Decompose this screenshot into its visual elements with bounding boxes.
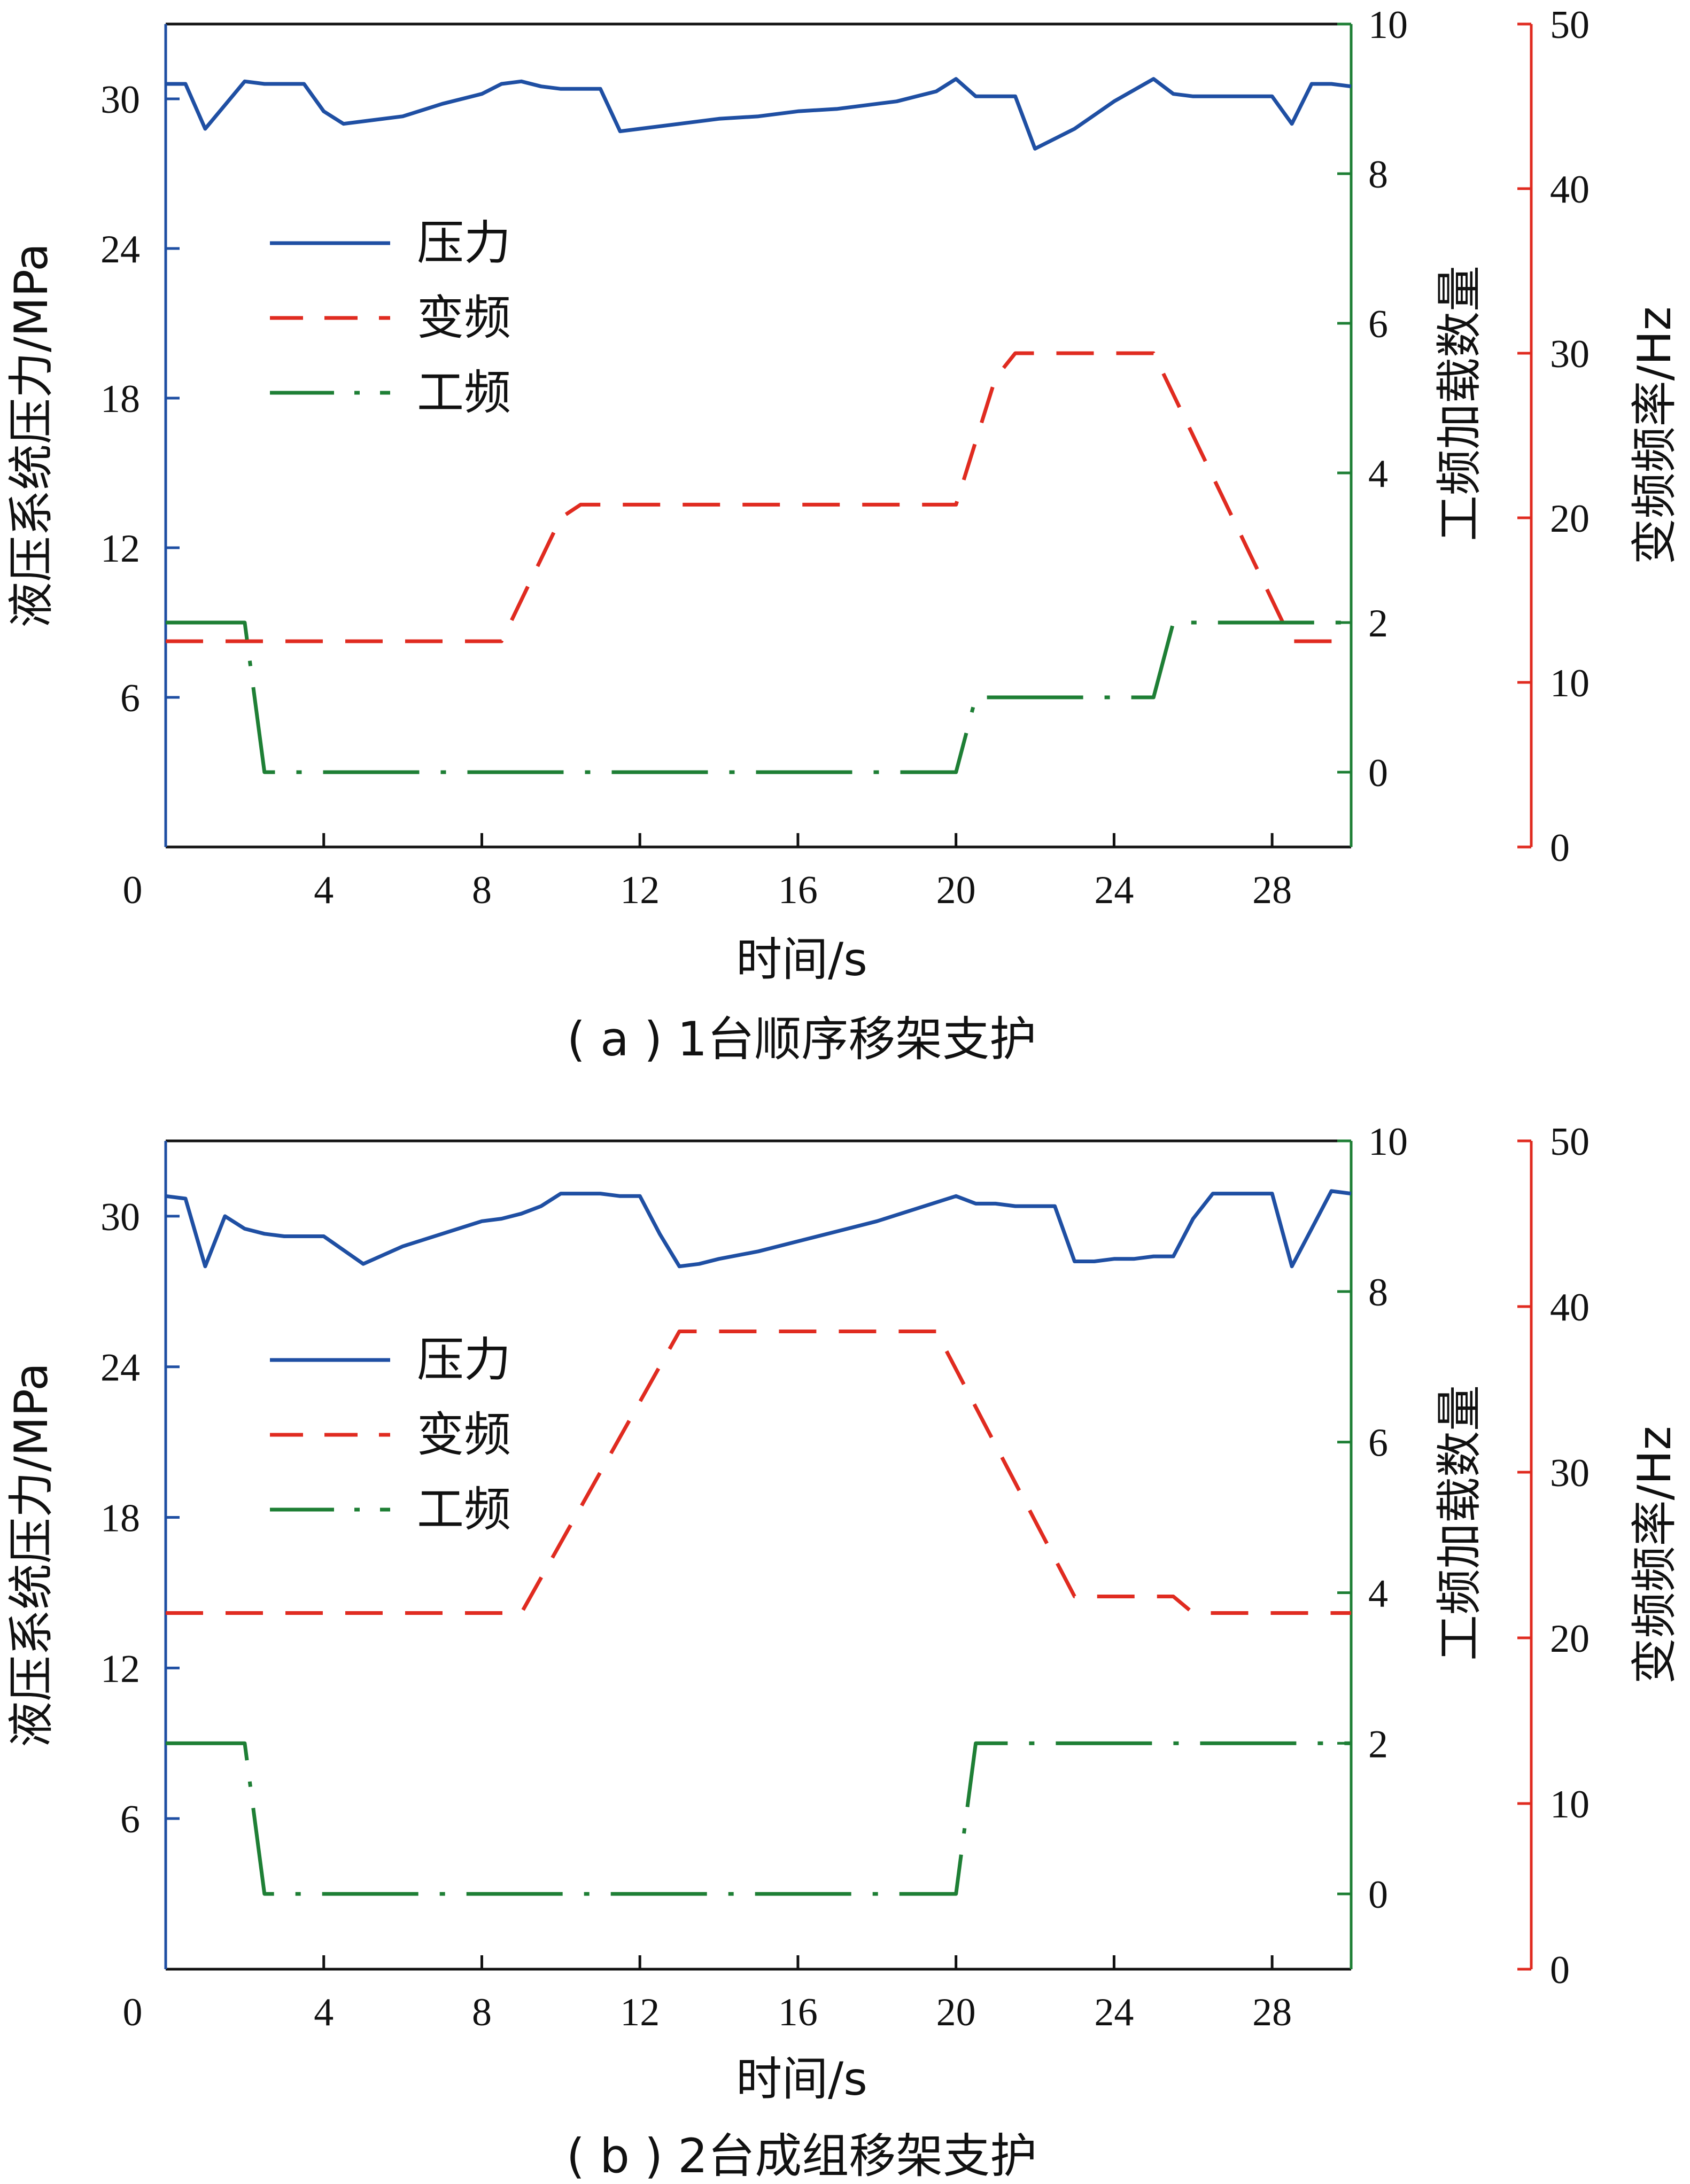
y-right-frequency-tick-label: 20 <box>1550 497 1590 541</box>
chart-panel-b: 0 4 8 12 16 20 24 28612182430024681001020304050… <box>5 1120 1681 2183</box>
y-axis-left-label: 液压系统压力/MPa <box>5 1363 58 1747</box>
y-left-tick-label: 12 <box>100 1647 140 1691</box>
vfd-frequency-series-line <box>166 351 1351 643</box>
y-left-tick-label: 30 <box>100 1195 140 1239</box>
y-axis-right-count-label: 工频加载数量 <box>1433 1385 1486 1661</box>
y-right-frequency-tick-label: 50 <box>1550 3 1590 47</box>
x-tick-label: 20 <box>936 868 976 912</box>
y-axis-right-count-label: 工频加载数量 <box>1433 266 1486 541</box>
y-right-frequency-tick-label: 30 <box>1550 332 1590 376</box>
x-axis-label: 时间/s <box>736 2053 867 2106</box>
x-tick-label: 24 <box>1094 868 1134 912</box>
y-right-count-tick-label: 2 <box>1368 1722 1388 1766</box>
y-right-count-tick-label: 0 <box>1368 751 1388 795</box>
x-axis-label: 时间/s <box>736 933 867 986</box>
y-left-tick-label: 18 <box>100 1497 140 1541</box>
x-tick-label: 12 <box>620 1991 660 2034</box>
x-tick-label: 0 <box>123 1991 143 2034</box>
x-tick-label: 16 <box>778 868 818 912</box>
y-right-count-tick-label: 6 <box>1368 302 1388 346</box>
y-axis-right-frequency-label: 变频频率/Hz <box>1628 1426 1681 1684</box>
y-right-frequency-tick-label: 0 <box>1550 1948 1570 1992</box>
y-right-frequency-tick-label: 10 <box>1550 1783 1590 1827</box>
y-left-tick-label: 6 <box>120 677 140 720</box>
y-right-count-tick-label: 8 <box>1368 153 1388 197</box>
y-left-tick-label: 6 <box>120 1798 140 1841</box>
legend-label: 变频 <box>417 1407 511 1462</box>
x-tick-label: 8 <box>472 1991 492 2034</box>
y-left-tick-label: 24 <box>100 1346 140 1390</box>
y-right-frequency-tick-label: 10 <box>1550 662 1590 705</box>
panel-caption: ( b ) 2台成组移架支护 <box>567 2128 1037 2183</box>
y-right-count-tick-label: 2 <box>1368 602 1388 646</box>
y-right-count-tick-label: 4 <box>1368 452 1388 496</box>
y-right-frequency-tick-label: 20 <box>1550 1617 1590 1661</box>
y-right-count-tick-label: 0 <box>1368 1873 1388 1917</box>
legend-label: 工频 <box>417 1482 511 1537</box>
panel-caption: ( a ) 1台顺序移架支护 <box>567 1012 1037 1067</box>
x-tick-label: 16 <box>778 1991 818 2034</box>
y-right-frequency-tick-label: 30 <box>1550 1451 1590 1495</box>
legend-label: 工频 <box>417 365 511 420</box>
y-left-tick-label: 18 <box>100 377 140 421</box>
y-right-count-tick-label: 6 <box>1368 1421 1388 1465</box>
pressure-series-line <box>165 1189 1352 1269</box>
y-right-frequency-tick-label: 50 <box>1550 1120 1590 1164</box>
x-tick-label: 0 <box>123 868 143 912</box>
y-right-count-tick-label: 10 <box>1368 3 1408 47</box>
y-left-tick-label: 12 <box>100 527 140 571</box>
vfd-frequency-series-line <box>166 1330 1351 1615</box>
y-left-tick-label: 24 <box>100 228 140 271</box>
line-frequency-count-series-line <box>166 620 1351 774</box>
x-tick-label: 28 <box>1252 868 1292 912</box>
x-tick-label: 24 <box>1094 1991 1134 2034</box>
x-tick-label: 8 <box>472 868 492 912</box>
x-tick-label: 20 <box>936 1991 976 2034</box>
x-tick-label: 4 <box>314 1991 334 2034</box>
y-right-frequency-tick-label: 40 <box>1550 168 1590 212</box>
y-axis-left-label: 液压系统压力/MPa <box>5 243 58 628</box>
y-right-count-tick-label: 10 <box>1368 1120 1408 1164</box>
y-right-frequency-tick-label: 40 <box>1550 1286 1590 1330</box>
pressure-series-line <box>166 77 1352 151</box>
chart-panel-a: 0 4 8 12 16 20 24 28612182430024681001020304050… <box>5 3 1681 1067</box>
legend-label: 压力 <box>417 1332 511 1387</box>
x-tick-label: 12 <box>620 868 660 912</box>
y-left-tick-label: 30 <box>100 78 140 122</box>
y-axis-right-frequency-label: 变频频率/Hz <box>1628 307 1681 565</box>
x-tick-label: 28 <box>1252 1991 1292 2034</box>
y-right-frequency-tick-label: 0 <box>1550 826 1570 870</box>
legend-label: 变频 <box>417 290 511 345</box>
y-right-count-tick-label: 8 <box>1368 1271 1388 1315</box>
y-right-count-tick-label: 4 <box>1368 1572 1388 1615</box>
line-frequency-count-series-line <box>166 1741 1351 1896</box>
x-tick-label: 4 <box>314 868 334 912</box>
legend-label: 压力 <box>417 215 511 270</box>
